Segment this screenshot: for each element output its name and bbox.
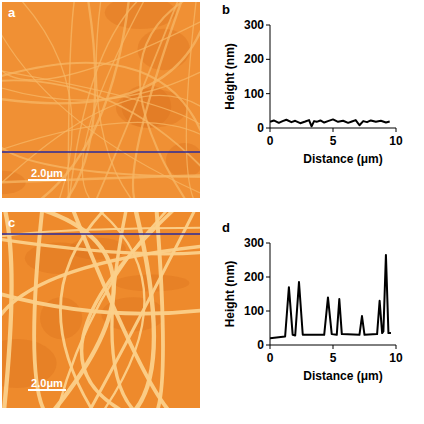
scale-bar [28,179,66,181]
plot-area [270,255,391,338]
scale-bar [28,389,66,391]
x-axis-title: Distance (μm) [303,369,382,383]
scale-bar-label: 2.0μm [31,377,63,389]
plot-area [270,119,390,126]
x-tick-label: 5 [330,351,337,365]
scale-bar-label: 2.0μm [31,167,63,179]
y-tick [266,311,270,312]
y-tick-label: 0 [257,121,264,135]
x-tick [396,345,397,349]
panel-label: b [222,2,230,17]
x-tick-label: 0 [267,351,274,365]
x-tick-label: 0 [267,134,274,148]
line-chart: d 0 100 200 300 0 5 10 Height (nm) Distance (μm) [222,220,403,383]
x-tick-label: 10 [389,134,403,148]
y-tick [266,277,270,278]
x-tick [270,345,271,349]
x-tick [396,128,397,132]
y-tick [266,25,270,26]
profile-line [270,119,390,126]
y-tick [266,345,270,346]
scan-line [2,151,200,153]
fiber [56,212,175,408]
panel-label: a [8,5,16,20]
fiber [186,2,199,198]
fiber [2,17,200,197]
fiber [2,228,200,239]
fiber [2,245,200,330]
fiber [70,212,177,408]
y-tick [266,243,270,244]
y-tick-label: 100 [244,87,264,101]
line-chart: b 0 100 200 300 0 5 10 Height (nm) Distance (μm) [222,2,403,166]
y-tick-label: 300 [244,236,264,250]
x-axis-title: Distance (μm) [303,152,382,166]
y-tick [266,93,270,94]
x-tick [270,128,271,132]
y-axis-title: Height (nm) [223,261,237,328]
afm-image [2,2,200,198]
y-axis [270,25,271,128]
y-tick-label: 200 [244,52,264,66]
fiber [3,212,12,408]
fiber [29,2,130,198]
y-tick-label: 200 [244,270,264,284]
y-axis-title: Height (nm) [223,43,237,110]
x-tick [333,345,334,349]
fiber [112,212,143,408]
scan-line [2,233,200,235]
afm-image [2,212,200,408]
fiber [2,80,200,175]
y-axis [270,243,271,345]
fiber [140,2,199,198]
fiber [2,95,200,192]
y-tick [266,59,270,60]
panel-label: c [8,215,15,230]
fiber [2,3,200,104]
image-background [2,212,200,408]
fiber [86,212,199,408]
y-tick-label: 100 [244,304,264,318]
figure: a2.0μmc2.0μmb01002003000510Height (nm)Di… [0,0,424,424]
y-tick [266,128,270,129]
y-tick-label: 300 [244,18,264,32]
panel-label: d [222,220,230,235]
x-tick-label: 10 [389,351,403,365]
y-tick-label: 0 [257,338,264,352]
x-tick [333,128,334,132]
x-tick-label: 5 [330,134,337,148]
profile-line [270,255,391,338]
